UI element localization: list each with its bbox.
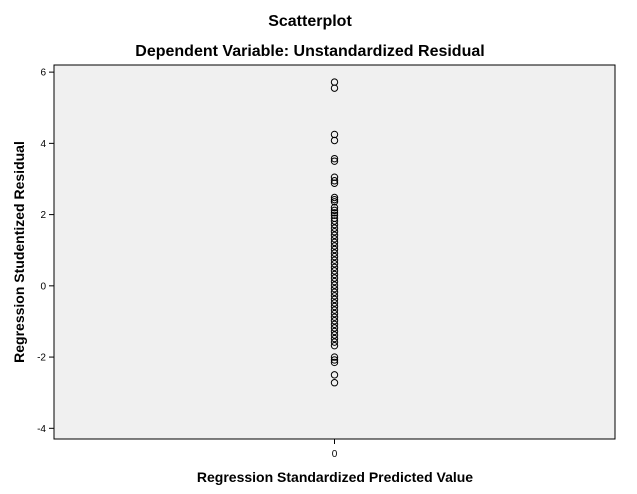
data-point bbox=[330, 195, 339, 204]
data-point bbox=[330, 217, 339, 225]
data-point bbox=[330, 353, 339, 361]
y-tick-label: -2 bbox=[37, 353, 46, 364]
data-point bbox=[330, 157, 339, 165]
data-point bbox=[330, 227, 339, 236]
data-point bbox=[330, 249, 339, 257]
x-axis-label: Regression Standardized Predicted Value bbox=[197, 469, 473, 485]
data-point bbox=[330, 313, 339, 321]
data-point bbox=[330, 320, 339, 329]
data-point bbox=[330, 231, 339, 239]
y-tick-label: -4 bbox=[37, 424, 46, 435]
y-tick-label: 2 bbox=[40, 210, 46, 221]
data-point bbox=[330, 220, 339, 229]
data-point bbox=[330, 235, 339, 243]
data-point bbox=[330, 238, 339, 247]
chart-subtitle: Dependent Variable: Unstandardized Resid… bbox=[135, 43, 484, 60]
data-point bbox=[330, 267, 339, 275]
data-point bbox=[330, 154, 339, 163]
y-tick-label: 4 bbox=[40, 139, 46, 150]
data-point bbox=[330, 306, 339, 314]
data-point bbox=[330, 209, 339, 217]
data-point bbox=[330, 211, 339, 220]
data-point bbox=[330, 136, 339, 145]
data-point bbox=[330, 281, 339, 289]
data-point bbox=[330, 84, 339, 92]
data-point bbox=[330, 295, 339, 304]
data-point bbox=[330, 356, 339, 364]
data-point bbox=[330, 338, 339, 346]
data-point bbox=[330, 193, 339, 202]
chart-title: Scatterplot bbox=[268, 13, 352, 30]
data-point bbox=[330, 179, 339, 187]
data-point bbox=[330, 274, 339, 282]
data-point bbox=[330, 358, 339, 367]
data-point bbox=[330, 379, 339, 387]
data-point bbox=[330, 245, 339, 254]
data-point bbox=[330, 292, 339, 300]
x-tick-label: 0 bbox=[332, 449, 338, 460]
data-point bbox=[330, 302, 339, 311]
y-tick-label: 0 bbox=[40, 281, 46, 292]
data-point bbox=[330, 299, 339, 307]
data-point bbox=[330, 284, 339, 293]
y-axis-label: Regression Studentized Residual bbox=[11, 141, 27, 363]
data-point bbox=[330, 260, 339, 268]
data-point bbox=[330, 198, 339, 206]
data-point bbox=[330, 288, 339, 296]
y-tick-label: 6 bbox=[40, 68, 46, 79]
data-point bbox=[330, 263, 339, 272]
data-point bbox=[330, 270, 339, 279]
data-point bbox=[330, 203, 339, 212]
data-point bbox=[330, 371, 339, 379]
data-point bbox=[330, 309, 339, 318]
y-axis: -4 -2 0 2 4 6 bbox=[37, 68, 54, 435]
data-point bbox=[330, 242, 339, 250]
x-axis: 0 bbox=[332, 439, 338, 460]
plot-area bbox=[53, 64, 616, 440]
data-point bbox=[330, 324, 339, 332]
data-point bbox=[330, 177, 339, 185]
data-point bbox=[330, 224, 339, 232]
data-point bbox=[330, 206, 339, 215]
data-point bbox=[330, 252, 339, 261]
data-point bbox=[330, 334, 339, 343]
data-point bbox=[330, 341, 339, 350]
data-points bbox=[330, 78, 339, 387]
data-point bbox=[330, 327, 339, 336]
data-point bbox=[330, 331, 339, 339]
data-point bbox=[330, 277, 339, 286]
data-point bbox=[330, 317, 339, 325]
data-point bbox=[330, 256, 339, 264]
